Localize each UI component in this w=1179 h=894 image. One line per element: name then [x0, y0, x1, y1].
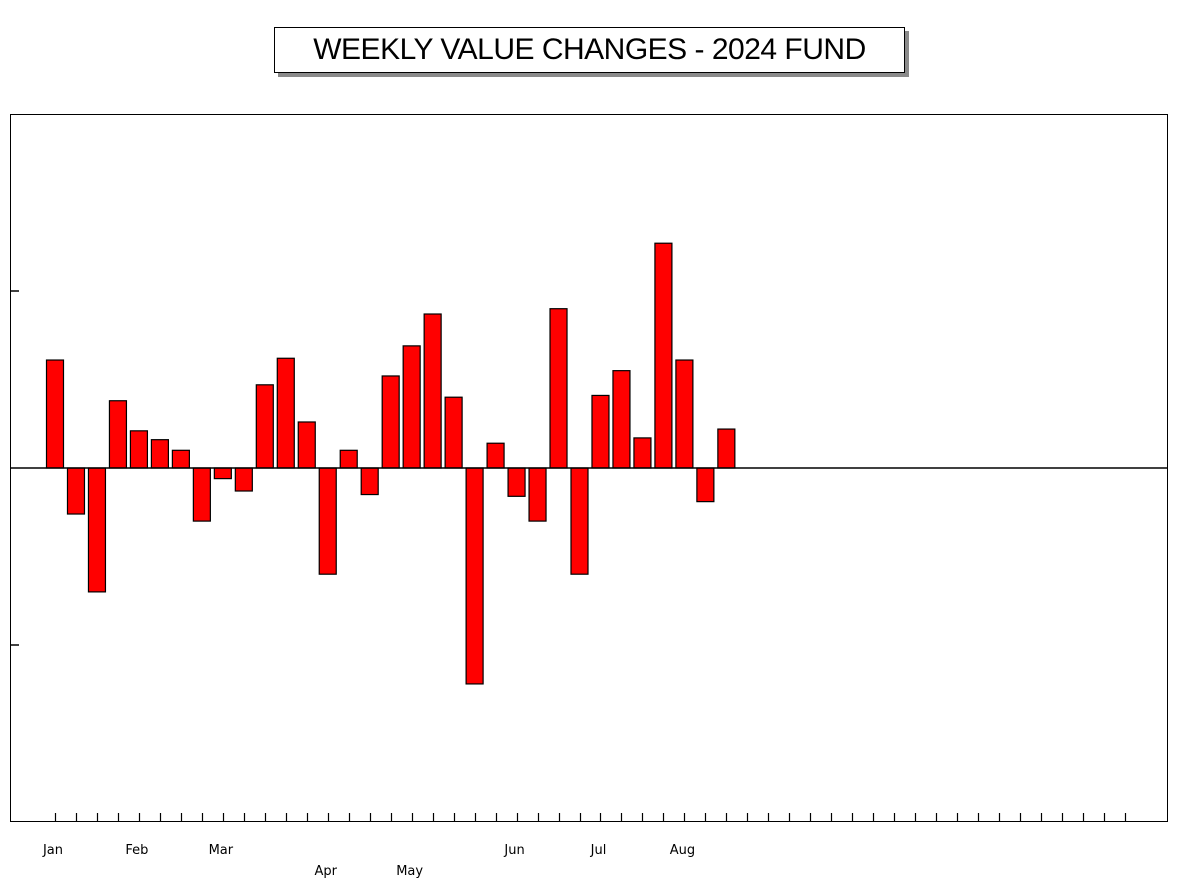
bar [129, 430, 149, 469]
bar [612, 370, 631, 469]
month-label: Apr [314, 864, 337, 879]
bar [591, 394, 610, 469]
bar [150, 439, 169, 469]
month-label: Feb [125, 843, 148, 858]
month-label: May [396, 864, 423, 879]
bar [465, 467, 484, 685]
bar [360, 467, 379, 496]
month-label: Jul [590, 843, 607, 858]
bar [66, 467, 86, 515]
month-label: Jan [42, 843, 63, 858]
bar [192, 467, 211, 522]
bar [717, 428, 736, 469]
bar [234, 467, 253, 492]
bar [171, 449, 190, 469]
month-label: Jun [503, 843, 524, 858]
bar [255, 384, 274, 469]
bar [339, 449, 358, 469]
bar [213, 467, 232, 480]
bar [528, 467, 547, 522]
bar [381, 375, 400, 469]
bar [507, 467, 526, 497]
bar [633, 437, 652, 469]
bar [549, 308, 568, 469]
bars [45, 242, 736, 685]
month-labels: Jan Feb Mar Apr May Jun Jul Aug [42, 843, 695, 879]
chart-title-box: WEEKLY VALUE CHANGES - 2024 FUND [274, 27, 905, 73]
bar [87, 467, 107, 593]
bar [276, 357, 295, 469]
x-axis-ticks [54, 813, 1127, 822]
bar [45, 359, 65, 469]
bar [108, 400, 128, 469]
bar [423, 313, 442, 469]
bar [402, 345, 421, 469]
bar [696, 467, 715, 503]
bar [318, 467, 337, 575]
bar [486, 442, 505, 469]
chart-title: WEEKLY VALUE CHANGES - 2024 FUND [313, 33, 866, 66]
bar [570, 467, 589, 575]
bar [675, 359, 694, 469]
month-label: Aug [670, 843, 695, 858]
bar [297, 421, 316, 469]
bar [654, 242, 673, 469]
y-axis-ticks [10, 290, 19, 646]
bar [444, 396, 463, 469]
month-label: Mar [209, 843, 234, 858]
